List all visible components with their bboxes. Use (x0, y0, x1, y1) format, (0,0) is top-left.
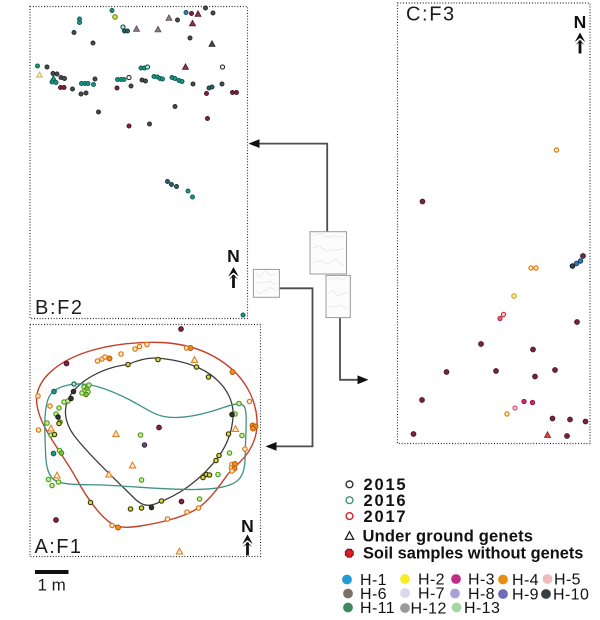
svg-text:N: N (574, 12, 587, 32)
svg-text:2017: 2017 (364, 508, 408, 526)
svg-text:N: N (241, 516, 254, 536)
svg-text:H-12: H-12 (411, 601, 447, 618)
svg-text:N: N (227, 246, 240, 266)
svg-text:H-6: H-6 (360, 586, 387, 603)
svg-text:H-4: H-4 (512, 572, 539, 589)
svg-text:Soil samples without genets: Soil samples without genets (363, 545, 583, 563)
svg-text:2016: 2016 (364, 492, 408, 510)
svg-text:C:F3: C:F3 (406, 4, 456, 26)
svg-text:H-5: H-5 (554, 572, 581, 589)
svg-text:H-7: H-7 (418, 586, 445, 603)
svg-text:A:F1: A:F1 (35, 536, 83, 558)
svg-text:H-8: H-8 (468, 586, 495, 603)
svg-text:2015: 2015 (364, 476, 408, 494)
svg-text:H-2: H-2 (418, 572, 445, 589)
svg-text:H-13: H-13 (464, 600, 500, 617)
svg-text:H-11: H-11 (360, 600, 395, 617)
svg-text:H-1: H-1 (360, 572, 387, 589)
svg-text:Under ground genets: Under ground genets (363, 528, 534, 546)
svg-text:H-9: H-9 (512, 587, 539, 604)
svg-text:1 m: 1 m (38, 576, 66, 595)
svg-text:H-10: H-10 (553, 587, 589, 604)
svg-text:B:F2: B:F2 (35, 297, 84, 319)
svg-text:H-3: H-3 (468, 572, 495, 589)
